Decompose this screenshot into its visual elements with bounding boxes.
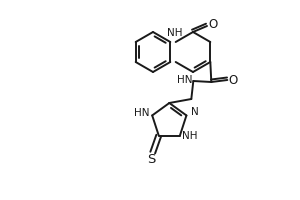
Text: HN: HN	[134, 108, 150, 118]
Text: O: O	[229, 73, 238, 86]
Text: S: S	[148, 153, 156, 166]
Text: HN: HN	[177, 75, 192, 85]
Text: N: N	[190, 107, 198, 117]
Text: NH: NH	[182, 131, 198, 141]
Text: O: O	[208, 19, 217, 31]
Text: NH: NH	[167, 28, 182, 38]
